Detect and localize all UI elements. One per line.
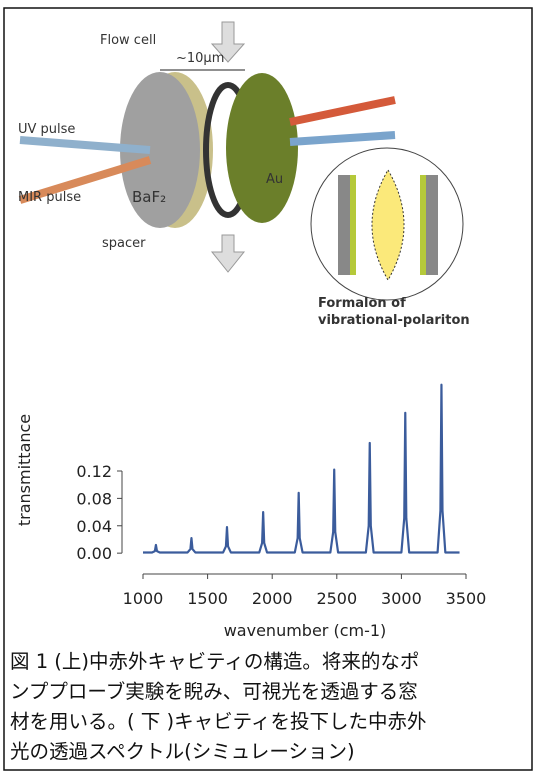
y-tick-label: 0.08 [76,489,112,508]
x-tick-label: 2500 [316,589,357,608]
mir-label: MIR pulse [18,190,81,205]
uv-label: UV pulse [18,122,75,137]
frame [3,7,533,771]
caption-line: ンププローブ実験を睨み、可視光を透過する窓 [10,680,418,703]
flow-arrow-in [210,21,246,63]
caption-line: 材を用いる。( 下 )キャビティを投下した中赤外 [10,710,426,733]
x-tick-label: 1000 [123,589,164,608]
x-tick-label: 2000 [252,589,293,608]
diagram: Flow cell ~10μm UV pulse MIR pulse BaF₂ … [18,21,470,328]
flow-cell-label: Flow cell [100,33,156,48]
y-tick-label: 0.04 [76,517,112,536]
y-tick-label: 0.00 [76,544,112,563]
gap-label: ~10μm [176,51,224,66]
x-tick-label: 1500 [187,589,228,608]
out-beam-red [289,96,396,126]
formation-label: Formalon of [318,296,406,311]
window-label: BaF₂ [132,188,166,206]
x-tick-label: 3000 [381,589,422,608]
polariton-mode [371,169,405,281]
mirror-label: Au [266,172,283,187]
spectrum-line [143,383,460,554]
zoom-au-right [420,175,426,275]
y-axis-label: transmittance [15,414,34,526]
zoom-plate-right [426,175,438,275]
caption-line: 図 1 (上)中赤外キャビティの構造。将来的なポ [10,650,419,673]
uv-beam [19,136,151,154]
zoom-plate-left [338,175,350,275]
zoom-au-left [350,175,356,275]
flow-arrow-out [210,234,246,273]
x-axis-label: wavenumber (cm-1) [224,621,387,640]
caption-line: 光の透過スペクトル(シミュレーション) [10,740,355,763]
formation-label: vibrational-polariton [318,313,470,328]
spacer-label: spacer [102,236,146,251]
x-tick-label: 3500 [446,589,487,608]
baf2-window [120,72,200,228]
out-beam-blue [289,131,396,146]
mir-beam [18,156,152,204]
y-tick-label: 0.12 [76,462,112,481]
au-mirror [226,73,298,223]
